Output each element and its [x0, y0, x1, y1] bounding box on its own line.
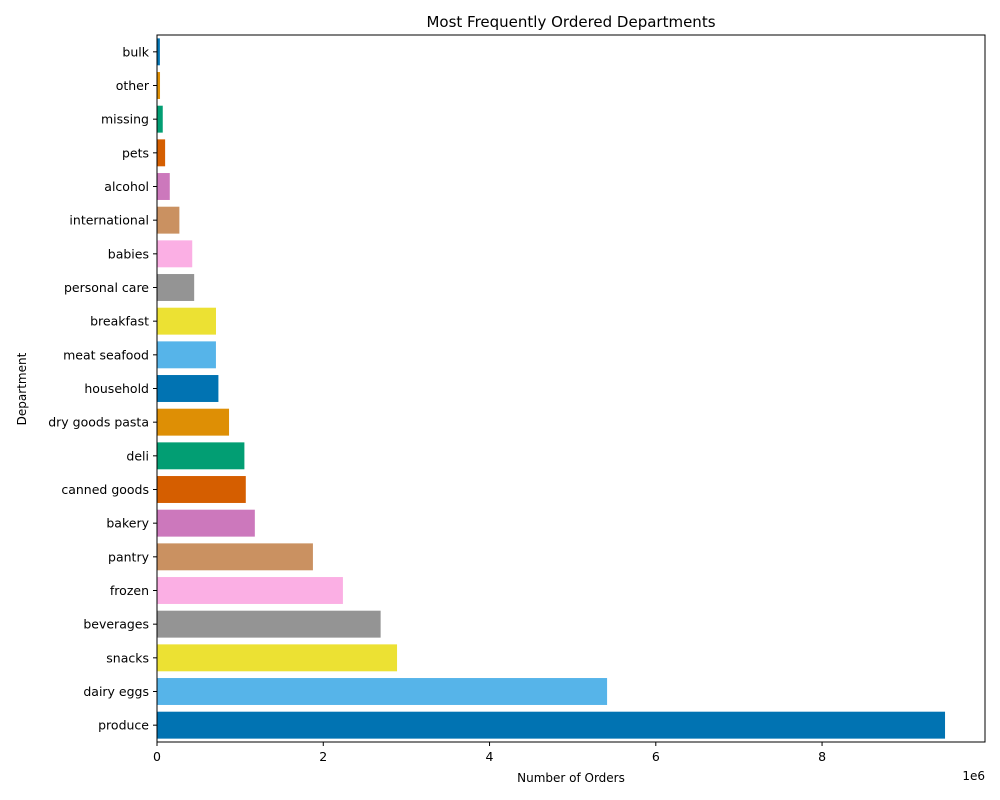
x-tick-label: 2	[319, 749, 327, 764]
bar-international	[157, 206, 180, 234]
bar-personal-care	[157, 274, 195, 301]
y-tick-label: meat seafood	[63, 347, 149, 362]
y-tick-label: frozen	[110, 583, 149, 598]
bar-deli	[157, 442, 245, 470]
x-tick-label: 0	[153, 749, 161, 764]
x-axis-label: Number of Orders	[517, 771, 625, 785]
bar-missing	[157, 105, 163, 133]
bar-bulk	[157, 38, 160, 66]
y-axis-label: Department	[15, 352, 29, 425]
y-tick-label: bulk	[122, 44, 149, 59]
x-tick-label: 8	[818, 749, 826, 764]
bar-beverages	[157, 610, 381, 638]
bar-pets	[157, 139, 166, 167]
y-tick-label: dry goods pasta	[48, 415, 149, 430]
bar-snacks	[157, 644, 398, 672]
bar-produce	[157, 711, 946, 739]
plot-frame	[156, 34, 986, 743]
bar-breakfast	[157, 307, 216, 335]
y-tick-label: pantry	[108, 549, 150, 564]
bar-household	[157, 375, 219, 402]
x-ticks-group: 0 2 4 6 8	[153, 742, 826, 764]
bar-babies	[157, 240, 193, 268]
bar-meat-seafood	[157, 341, 216, 369]
y-tick-label: international	[69, 213, 149, 228]
y-tick-label: bakery	[106, 516, 149, 531]
bar-pantry	[157, 543, 313, 571]
bars-group	[157, 38, 946, 739]
y-tick-label: babies	[108, 246, 149, 261]
y-tick-label: pets	[122, 145, 149, 160]
y-ticks-group: bulk other missing pets alcohol international…	[48, 44, 157, 733]
bar-frozen	[157, 577, 343, 604]
chart-title: Most Frequently Ordered Departments	[426, 13, 715, 31]
y-tick-label: household	[84, 381, 149, 396]
y-tick-label: deli	[126, 448, 149, 463]
y-tick-label: alcohol	[104, 179, 149, 194]
bar-other	[157, 72, 161, 99]
bar-bakery	[157, 509, 255, 537]
y-tick-label: snacks	[106, 650, 149, 665]
bar-canned-goods	[157, 476, 246, 503]
y-tick-label: canned goods	[61, 482, 149, 497]
x-tick-label: 6	[652, 749, 660, 764]
bar-alcohol	[157, 173, 170, 200]
x-axis-scale-label: 1e6	[962, 769, 985, 783]
bar-dairy-eggs	[157, 678, 608, 705]
x-tick-label: 4	[486, 749, 494, 764]
y-tick-label: breakfast	[90, 314, 149, 329]
y-tick-label: other	[116, 78, 150, 93]
y-tick-label: personal care	[64, 280, 149, 295]
y-tick-label: beverages	[83, 617, 149, 632]
y-tick-label: missing	[101, 112, 149, 127]
y-tick-label: dairy eggs	[83, 684, 149, 699]
y-tick-label: produce	[98, 718, 149, 733]
bar-dry-goods-pasta	[157, 408, 230, 436]
